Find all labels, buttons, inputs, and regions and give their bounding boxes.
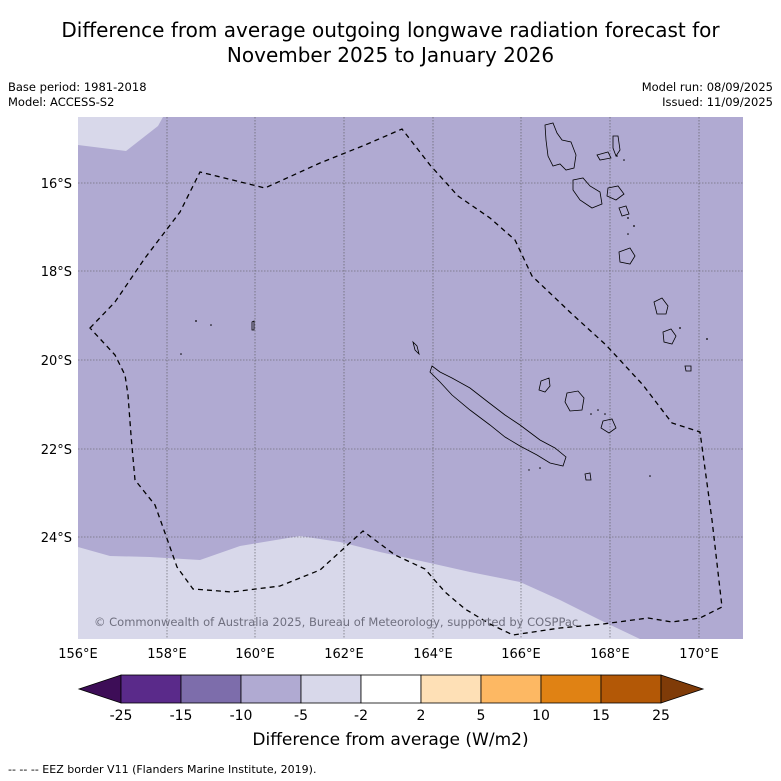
main-anomaly-fill bbox=[78, 117, 743, 639]
model-run: Model run: 08/09/2025 bbox=[641, 80, 773, 94]
coastlines bbox=[251, 122, 692, 481]
lifou-island bbox=[564, 390, 585, 412]
right-metadata: Model run: 08/09/2025 Issued: 11/09/2025 bbox=[642, 80, 773, 110]
latitude-tick-labels: 16°S 18°S 20°S 22°S 24°S bbox=[41, 177, 72, 546]
efate-island bbox=[618, 247, 636, 265]
colorbar-tick-label: 15 bbox=[592, 708, 610, 724]
colorbar-title: Difference from average (W/m2) bbox=[252, 730, 529, 750]
gridlines bbox=[78, 117, 743, 639]
epi-island bbox=[618, 205, 630, 217]
ambrym-island bbox=[606, 185, 625, 201]
title-line-1: Difference from average outgoing longwav… bbox=[61, 18, 720, 42]
lon-tick-160: 160°E bbox=[235, 647, 275, 662]
colorbar-swatch bbox=[300, 674, 362, 704]
espiritu-santo-island bbox=[544, 122, 577, 171]
colorbar-swatch bbox=[120, 674, 182, 704]
aneityum-island bbox=[684, 365, 692, 372]
ouvea-island bbox=[538, 377, 551, 393]
maewo-island bbox=[612, 135, 621, 157]
colorbar-swatch bbox=[600, 674, 662, 704]
lon-tick-166: 166°E bbox=[501, 647, 541, 662]
ambae-island bbox=[596, 151, 612, 161]
colorbar-tick-label: -10 bbox=[230, 708, 253, 724]
erromango-island bbox=[653, 297, 669, 315]
lat-tick-22: 22°S bbox=[41, 443, 72, 458]
lat-tick-16: 16°S bbox=[41, 177, 72, 192]
colorbar-swatch bbox=[240, 674, 302, 704]
colorbar-swatch bbox=[420, 674, 482, 704]
light-anomaly-region-south bbox=[78, 536, 640, 639]
colorbar-swatch bbox=[540, 674, 602, 704]
ile-des-pins bbox=[584, 472, 592, 481]
colorbar-tick-label: -2 bbox=[354, 708, 368, 724]
colorbar-extension-high bbox=[660, 674, 705, 704]
colorbar-tick-label: -15 bbox=[170, 708, 193, 724]
tanna-island bbox=[662, 328, 677, 345]
longitude-tick-labels: 156°E 158°E 160°E 162°E 164°E 166°E 168°… bbox=[58, 647, 719, 662]
colorbar-swatch bbox=[480, 674, 542, 704]
model-name: Model: ACCESS-S2 bbox=[8, 95, 115, 109]
light-anomaly-region-nw bbox=[78, 117, 163, 151]
issued-date: Issued: 11/09/2025 bbox=[662, 95, 773, 109]
mare-island bbox=[600, 418, 617, 434]
map-area: © Commonwealth of Australia 2025, Bureau… bbox=[78, 117, 743, 639]
malakula-island bbox=[572, 177, 603, 209]
colorbar-tick-label: 25 bbox=[652, 708, 670, 724]
colorbar-tick-label: 10 bbox=[532, 708, 550, 724]
small-islets bbox=[180, 155, 708, 477]
lon-tick-162: 162°E bbox=[324, 647, 364, 662]
new-caledonia-island bbox=[429, 365, 567, 467]
colorbar-tick-label: 5 bbox=[477, 708, 486, 724]
chesterfield-reef bbox=[251, 320, 255, 331]
colorbar-extension-low bbox=[77, 674, 122, 704]
colorbar-swatch bbox=[180, 674, 242, 704]
colorbar-tick-label: -25 bbox=[110, 708, 133, 724]
colorbar-tick-labels: -25 -15 -10 -5 -2 2 5 10 15 25 bbox=[110, 708, 670, 724]
colorbar-swatch bbox=[360, 674, 422, 704]
title-line-2: November 2025 to January 2026 bbox=[226, 43, 555, 67]
lat-tick-24: 24°S bbox=[41, 531, 72, 546]
colorbar-tick-label: -5 bbox=[294, 708, 308, 724]
lon-tick-170: 170°E bbox=[679, 647, 719, 662]
lon-tick-156: 156°E bbox=[58, 647, 98, 662]
eez-border bbox=[89, 128, 723, 636]
copyright-notice: © Commonwealth of Australia 2025, Bureau… bbox=[94, 615, 578, 629]
base-period: Base period: 1981-2018 bbox=[8, 80, 147, 94]
colorbar-tick-label: 2 bbox=[417, 708, 426, 724]
chart-title: Difference from average outgoing longwav… bbox=[0, 18, 781, 68]
lon-tick-164: 164°E bbox=[413, 647, 453, 662]
lat-tick-20: 20°S bbox=[41, 354, 72, 369]
belep-islands bbox=[412, 340, 420, 356]
left-metadata: Base period: 1981-2018 Model: ACCESS-S2 bbox=[8, 80, 147, 110]
lat-tick-18: 18°S bbox=[41, 265, 72, 280]
colorbar bbox=[77, 674, 705, 704]
eez-legend-footnote: -- -- -- EEZ border V11 (Flanders Marine… bbox=[8, 763, 317, 776]
lon-tick-158: 158°E bbox=[147, 647, 187, 662]
lon-tick-168: 168°E bbox=[590, 647, 630, 662]
